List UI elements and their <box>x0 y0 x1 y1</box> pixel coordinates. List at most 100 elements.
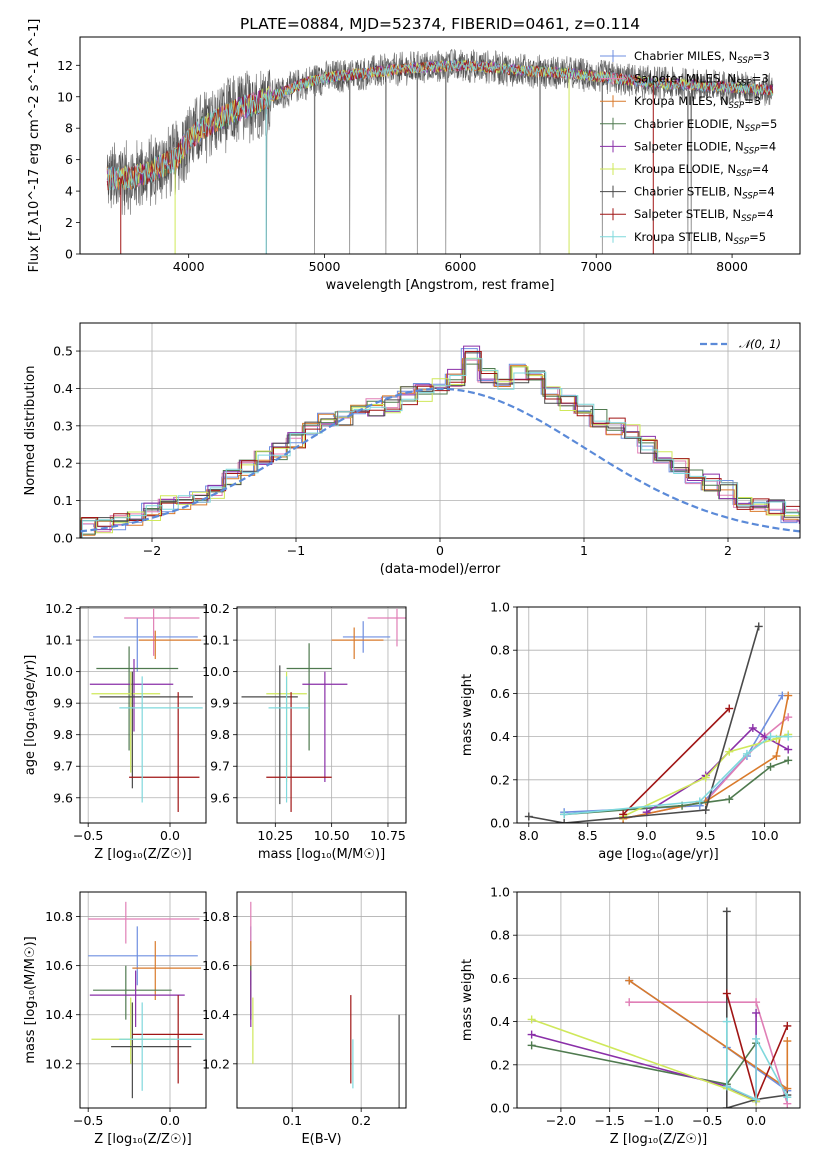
age-vs-Z-ytick-label: 10.0 <box>45 664 73 679</box>
residuals-ytick-label: 0.1 <box>53 493 73 508</box>
mass-vs-Z-ylabel: mass [log₁₀(M/M☉)] <box>23 936 38 1063</box>
age-vs-Z-xtick-label: −0.5 <box>73 828 103 843</box>
mass-weight-vs-Z-ytick-label: 0.0 <box>490 1101 510 1116</box>
residuals-axes: −2 −1 0 1 2 0.0 0.1 0.2 0.3 0.4 0.5 (data-model)/er… <box>23 322 801 577</box>
age-vs-mass-xtick-label: 10.25 <box>257 828 293 843</box>
mass-weight-vs-Z-line-kroupa-stelib <box>726 1021 789 1101</box>
residuals-plot-area <box>80 345 800 538</box>
legend-marker-chabrier-miles <box>600 50 626 62</box>
age-vs-mass-errorbar-chabrier-miles <box>342 621 391 653</box>
age-vs-mass-errorbar-chabrier-stelib <box>241 665 298 805</box>
plot-layer: 4000 5000 6000 7000 8000024681012wavelength … <box>23 19 801 1147</box>
mass-weight-vs-Z-xlabel: Z [log₁₀(Z/Z☉)] <box>610 1132 707 1147</box>
age-vs-Z-errorbar-chabrier-elodie <box>96 646 179 751</box>
mass-weight-vs-age-marker-kroupa-stelib <box>784 732 793 741</box>
age-vs-mass-axes: 10.25 10.50 10.75 9.6 9.7 9.8 9.9 10.0 10.1 10.2 m… <box>202 601 407 862</box>
spectrum-ylabel: Flux [f_λ10^-17 erg cm^-2 s^-1 A^-1] <box>27 19 42 273</box>
mass-weight-vs-age-marker-chabrier-stelib <box>701 806 710 815</box>
mass-weight-vs-Z-line-salpeter-elodie <box>531 1013 757 1103</box>
legend-entry-kroupa-miles: Kroupa MILES, NSSP=3 <box>634 94 761 111</box>
mass-weight-vs-Z-xtick-label: −1.5 <box>595 1113 625 1128</box>
age-vs-mass-errorbar-salpeter-miles <box>367 608 406 647</box>
mass-weight-vs-Z-xtick-label: 0.0 <box>746 1113 766 1128</box>
mass-vs-Z-errorbar-salpeter-elodie <box>89 970 185 1027</box>
legend-entry-salpeter-miles: Salpeter MILES, NSSP=3 <box>634 72 769 89</box>
mass-weight-vs-Z-ytick-label: 0.8 <box>490 928 510 943</box>
mass-weight-vs-Z-marker-kroupa-miles <box>783 1037 792 1046</box>
gaussian-legend-label: 𝒩(0, 1) <box>739 337 781 351</box>
mass-vs-Z-errorbar-kroupa-elodie <box>91 997 175 1064</box>
mass-weight-vs-Z-marker-salpeter-miles <box>625 998 634 1007</box>
mass-weight-vs-age-marker-kroupa-elodie <box>725 747 734 756</box>
legend-marker-salpeter-stelib <box>600 208 626 221</box>
age-vs-Z-plot-area <box>89 608 203 812</box>
legend-entry-chabrier-stelib: Chabrier STELIB, NSSP=4 <box>634 185 775 202</box>
mass-weight-vs-Z-marker-chabrier-stelib <box>722 1104 731 1108</box>
mass-vs-ebv-ytick-label: 10.2 <box>202 1056 230 1071</box>
residuals-legend: 𝒩(0, 1) <box>700 337 781 351</box>
mass-vs-Z-errorbar-chabrier-elodie <box>93 965 172 1020</box>
mass-weight-vs-Z-xtick-label: −1.0 <box>643 1113 673 1128</box>
mass-weight-vs-Z-marker-salpeter-elodie <box>527 1030 536 1039</box>
mass-weight-vs-age-marker-kroupa-miles <box>772 752 781 761</box>
mass-weight-vs-Z-marker-kroupa-stelib <box>783 1093 792 1102</box>
mass-weight-vs-age-frame <box>516 606 801 824</box>
mass-weight-vs-Z-marker-chabrier-elodie <box>527 1041 536 1050</box>
spectrum-xtick-label: 4000 <box>173 259 205 274</box>
hist-salpeter-stelib <box>81 351 800 538</box>
age-vs-Z-ytick-label: 10.2 <box>45 601 73 616</box>
mass-vs-Z-errorbar-chabrier-stelib <box>111 1002 192 1099</box>
mass-vs-Z-xtick-label: −0.5 <box>73 1113 103 1128</box>
mass-weight-vs-age-plot-area <box>524 622 793 823</box>
spectrum-legend: Chabrier MILES, NSSP=3 Salpeter MILES, NS… <box>600 49 777 247</box>
mass-weight-vs-age-ytick-label: 0.4 <box>490 729 510 744</box>
mass-weight-vs-Z-marker-salpeter-miles <box>752 998 761 1007</box>
mass-weight-vs-age-marker-kroupa-elodie <box>701 773 710 782</box>
spectrum-xtick-label: 5000 <box>309 259 341 274</box>
age-vs-mass-errorbar-chabrier-elodie <box>286 643 332 751</box>
age-vs-mass-ytick-label: 9.6 <box>210 790 230 805</box>
legend-entry-kroupa-stelib: Kroupa STELIB, NSSP=5 <box>634 230 766 247</box>
residuals-ytick-label: 0.4 <box>53 381 73 396</box>
mass-vs-ebv-frame <box>236 891 407 1109</box>
age-vs-mass-errorbar-salpeter-stelib <box>266 692 332 812</box>
residuals-xtick-label: −1 <box>287 543 305 558</box>
residuals-ytick-label: 0.0 <box>53 531 73 546</box>
spectrum-ytick-label: 12 <box>57 58 73 73</box>
age-vs-Z-ylabel: age [log₁₀(age/yr)] <box>23 655 38 776</box>
mass-weight-vs-Z-plot-area <box>527 907 792 1108</box>
age-vs-Z-ytick-label: 10.1 <box>45 633 73 648</box>
age-vs-mass-ytick-label: 10.1 <box>202 633 230 648</box>
residuals-ytick-label: 0.2 <box>53 456 73 471</box>
age-vs-Z-errorbar-kroupa-stelib <box>119 676 203 803</box>
mass-vs-ebv-ytick-label: 10.4 <box>202 1007 230 1022</box>
mass-weight-vs-age-xtick-label: 9.0 <box>637 828 657 843</box>
mass-weight-vs-age-xtick-label: 9.5 <box>696 828 716 843</box>
mass-weight-vs-Z-marker-kroupa-stelib <box>722 1017 731 1026</box>
spectrum-xtick-label: 8000 <box>716 259 748 274</box>
mass-weight-vs-Z-line-kroupa-miles <box>628 979 789 1091</box>
spectrum-ytick-label: 8 <box>65 121 73 136</box>
mass-weight-vs-age-marker-chabrier-elodie <box>725 795 734 804</box>
mass-weight-vs-age-marker-salpeter-stelib <box>725 704 734 713</box>
mass-vs-Z-frame <box>79 891 207 1109</box>
age-vs-mass-xtick-label: 10.75 <box>370 828 406 843</box>
mass-weight-vs-age-marker-salpeter-miles <box>784 713 793 722</box>
spectrum-ytick-label: 6 <box>65 152 73 167</box>
mass-vs-Z-errorbar-kroupa-miles <box>132 941 202 1000</box>
age-vs-mass-errorbar-kroupa-miles <box>331 627 384 660</box>
mass-weight-vs-age-xtick-label: 8.0 <box>519 828 539 843</box>
mass-vs-ebv-xtick-label: 0.2 <box>351 1113 371 1128</box>
mass-weight-vs-age-marker-kroupa-stelib <box>695 797 704 806</box>
spectrum-model-kroupa-stelib <box>107 58 774 191</box>
age-vs-mass-frame <box>236 606 407 824</box>
mass-vs-ebv-axes: 0.1 0.2 10.2 10.4 10.6 10.8 E(B-V) <box>202 891 407 1147</box>
spectrum-xtick-label: 7000 <box>580 259 612 274</box>
legend-entry-chabrier-elodie: Chabrier ELODIE, NSSP=5 <box>634 117 777 134</box>
mass-weight-vs-Z-marker-kroupa-stelib <box>752 1095 761 1104</box>
mass-weight-vs-age-ytick-label: 0.8 <box>490 643 510 658</box>
legend-marker-chabrier-elodie <box>600 117 626 130</box>
mass-weight-vs-age-marker-chabrier-elodie <box>784 756 793 765</box>
mass-weight-vs-age-marker-kroupa-stelib <box>560 810 569 819</box>
age-vs-Z-errorbar-chabrier-miles <box>93 618 198 672</box>
